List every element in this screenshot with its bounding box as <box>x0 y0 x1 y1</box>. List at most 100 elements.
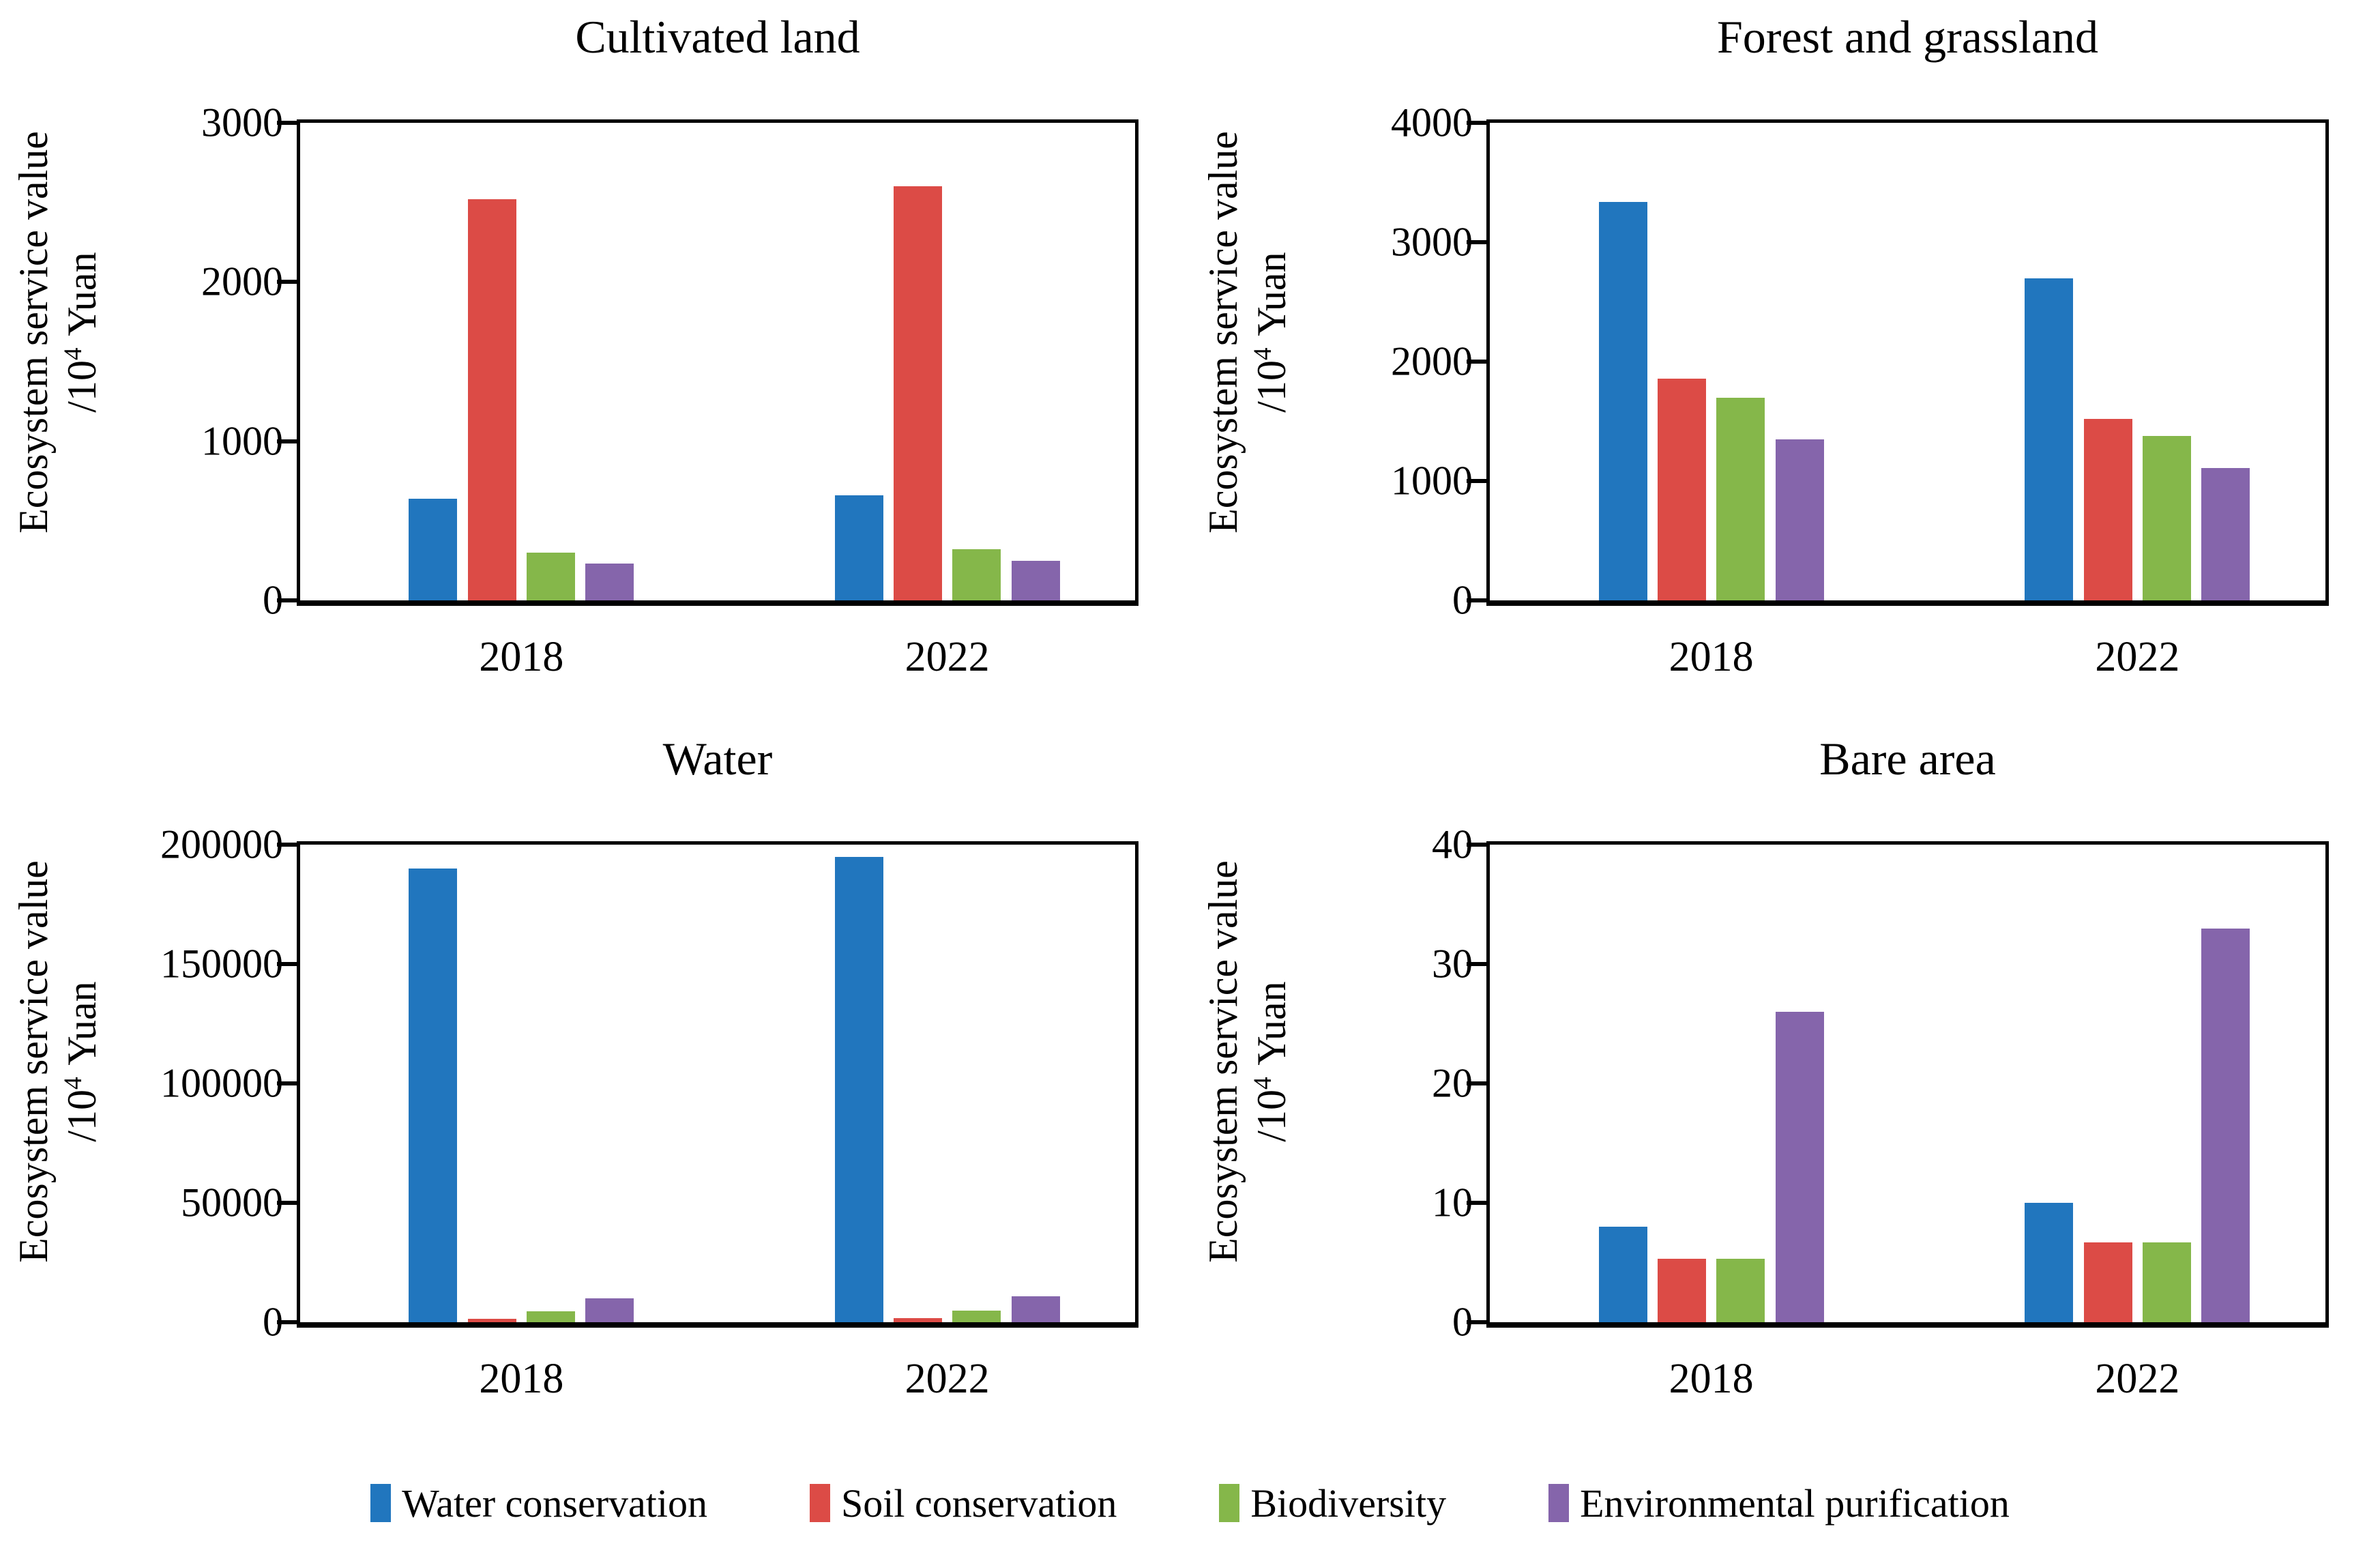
bar-water-conservation-2018 <box>1598 1227 1647 1322</box>
x-tick-label: 2022 <box>905 1356 990 1402</box>
legend-swatch-biodiversity <box>1219 1484 1240 1522</box>
bar-biodiversity-2018 <box>1716 397 1765 600</box>
y-tick-mark <box>1467 360 1490 364</box>
y-axis-label: Ecosystem service value /104Yuan <box>1190 0 1306 722</box>
y-tick-label: 3000 <box>201 100 283 145</box>
y-axis-label: Ecosystem service value /104Yuan <box>0 0 116 722</box>
legend-swatch-water-conservation <box>370 1484 392 1522</box>
x-tick-label: 2018 <box>479 634 564 680</box>
y-tick-mark <box>1467 121 1490 125</box>
y-tick-mark <box>277 280 300 285</box>
bar-water-conservation-2018 <box>409 498 458 600</box>
bar-biodiversity-2022 <box>2143 435 2192 600</box>
bar-environmental-purification-2022 <box>2201 928 2250 1322</box>
y-tick-mark <box>277 962 300 966</box>
plot-area: 0 1000 2000 3000 4000 2018 2022 <box>1391 100 2329 680</box>
bar-soil-conservation-2018 <box>467 199 516 600</box>
bar-environmental-purification-2018 <box>585 1298 634 1322</box>
legend-item-environmental-purification: Environmental purification <box>1548 1481 2010 1526</box>
chart-title: Forest and grassland <box>1716 11 2098 63</box>
legend-item-water-conservation: Water conservation <box>370 1481 707 1526</box>
bar-water-conservation-2018 <box>1598 201 1647 600</box>
y-tick-label: 0 <box>1452 577 1473 623</box>
bar-soil-conservation-2018 <box>1657 378 1706 600</box>
bar-biodiversity-2018 <box>527 553 575 600</box>
y-axis-label-line1: Ecosystem service value <box>11 860 57 1263</box>
bar-soil-conservation-2022 <box>893 1318 942 1322</box>
legend-item-soil-conservation: Soil conservation <box>809 1481 1117 1526</box>
bar-water-conservation-2022 <box>2025 278 2074 600</box>
y-tick-label: 0 <box>1452 1299 1473 1345</box>
y-tick-mark <box>1467 962 1490 966</box>
y-tick-label: 1000 <box>201 418 283 464</box>
y-tick-mark <box>277 1201 300 1205</box>
bar-environmental-purification-2022 <box>1011 560 1060 600</box>
y-tick-mark <box>1467 598 1490 602</box>
legend-label: Biodiversity <box>1250 1481 1447 1526</box>
x-tick-label: 2022 <box>905 634 990 680</box>
y-tick-label: 4000 <box>1391 100 1473 145</box>
x-tick-label: 2022 <box>2095 1356 2180 1402</box>
y-tick-mark <box>277 1320 300 1324</box>
y-tick-mark <box>1467 240 1490 244</box>
bar-environmental-purification-2022 <box>1011 1296 1060 1322</box>
y-tick-label: 0 <box>263 577 283 623</box>
legend-swatch-soil-conservation <box>809 1484 830 1522</box>
panel-water: Ecosystem service value /104Yuan Water 0… <box>0 722 1190 1460</box>
y-tick-label: 100000 <box>160 1060 283 1106</box>
chart-title: Cultivated land <box>575 11 860 63</box>
panel-cultivated-land: Ecosystem service value /104Yuan Cultiva… <box>0 0 1190 722</box>
y-tick-label: 0 <box>263 1299 283 1345</box>
y-axis-label-line1: Ecosystem service value <box>1201 130 1246 534</box>
y-tick-mark <box>277 439 300 443</box>
bar-environmental-purification-2022 <box>2201 467 2250 600</box>
y-tick-mark <box>1467 843 1490 847</box>
y-tick-mark <box>1467 479 1490 483</box>
chart-title: Bare area <box>1819 733 1996 785</box>
y-axis-label: Ecosystem service value /104Yuan <box>1190 722 1306 1460</box>
legend-label: Environmental purification <box>1580 1481 2010 1526</box>
bar-environmental-purification-2018 <box>1775 439 1824 600</box>
y-tick-label: 2000 <box>201 259 283 304</box>
legend: Water conservation Soil conservation Bio… <box>0 1460 2380 1546</box>
y-tick-label: 40 <box>1432 821 1473 867</box>
bar-biodiversity-2022 <box>952 1310 1001 1322</box>
bar-soil-conservation-2022 <box>2083 419 2132 600</box>
bar-environmental-purification-2018 <box>1775 1012 1824 1322</box>
bar-soil-conservation-2018 <box>1657 1259 1706 1322</box>
legend-label: Water conservation <box>402 1481 707 1526</box>
bar-biodiversity-2022 <box>2143 1242 2192 1322</box>
y-tick-label: 20 <box>1432 1060 1473 1106</box>
legend-swatch-environmental-purification <box>1548 1484 1570 1522</box>
legend-item-biodiversity: Biodiversity <box>1219 1481 1446 1526</box>
y-axis-label-line1: Ecosystem service value <box>11 130 57 534</box>
y-tick-label: 2000 <box>1391 338 1473 384</box>
y-tick-mark <box>277 843 300 847</box>
y-tick-label: 150000 <box>160 941 283 987</box>
y-axis-label-line2: /104Yuan <box>1249 251 1294 413</box>
bar-soil-conservation-2022 <box>2083 1242 2132 1322</box>
y-tick-mark <box>1467 1081 1490 1085</box>
bar-biodiversity-2018 <box>1716 1259 1765 1322</box>
plot-area: 0 10 20 30 40 2018 2022 <box>1432 822 2329 1402</box>
x-tick-label: 2018 <box>1669 634 1754 680</box>
x-tick-label: 2022 <box>2095 634 2180 680</box>
y-tick-label: 30 <box>1432 941 1473 987</box>
bar-soil-conservation-2018 <box>467 1318 516 1322</box>
bar-water-conservation-2018 <box>409 869 458 1322</box>
bar-water-conservation-2022 <box>834 495 883 600</box>
y-tick-mark <box>277 1081 300 1085</box>
bar-environmental-purification-2018 <box>585 564 634 600</box>
y-tick-mark <box>1467 1201 1490 1205</box>
y-tick-mark <box>1467 1320 1490 1324</box>
bar-soil-conservation-2022 <box>893 186 942 600</box>
x-tick-label: 2018 <box>1669 1356 1754 1402</box>
x-tick-label: 2018 <box>479 1356 564 1402</box>
bar-water-conservation-2022 <box>834 856 883 1322</box>
panel-bare-area: Ecosystem service value /104Yuan Bare ar… <box>1190 722 2380 1460</box>
y-axis-label-line1: Ecosystem service value <box>1201 860 1246 1263</box>
panel-forest-and-grassland: Ecosystem service value /104Yuan Forest … <box>1190 0 2380 722</box>
y-axis-label: Ecosystem service value /104Yuan <box>0 722 116 1460</box>
legend-label: Soil conservation <box>840 1481 1117 1526</box>
